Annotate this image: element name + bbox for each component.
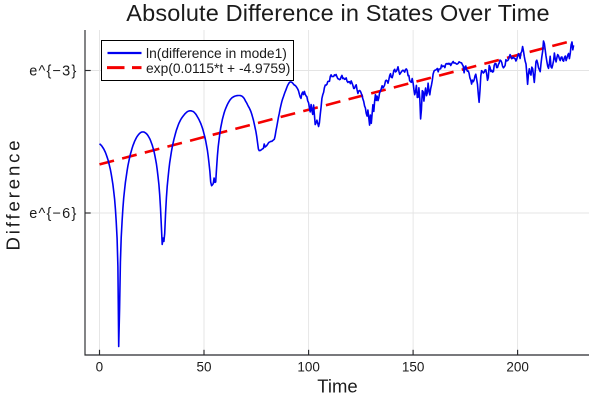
svg-text:100: 100 (297, 360, 320, 375)
svg-text:50: 50 (196, 360, 211, 375)
svg-text:Absolute Difference in States: Absolute Difference in States Over Time (126, 0, 549, 26)
svg-text:150: 150 (402, 360, 425, 375)
svg-text:Difference: Difference (3, 138, 24, 251)
svg-text:e^{−3}: e^{−3} (29, 63, 77, 79)
svg-text:0: 0 (96, 360, 104, 375)
svg-text:200: 200 (506, 360, 529, 375)
svg-text:Time: Time (317, 375, 357, 396)
svg-text:e^{−6}: e^{−6} (29, 206, 77, 222)
svg-text:exp(0.0115*t + -4.9759): exp(0.0115*t + -4.9759) (146, 61, 290, 76)
svg-text:ln(difference in mode1): ln(difference in mode1) (146, 46, 287, 61)
